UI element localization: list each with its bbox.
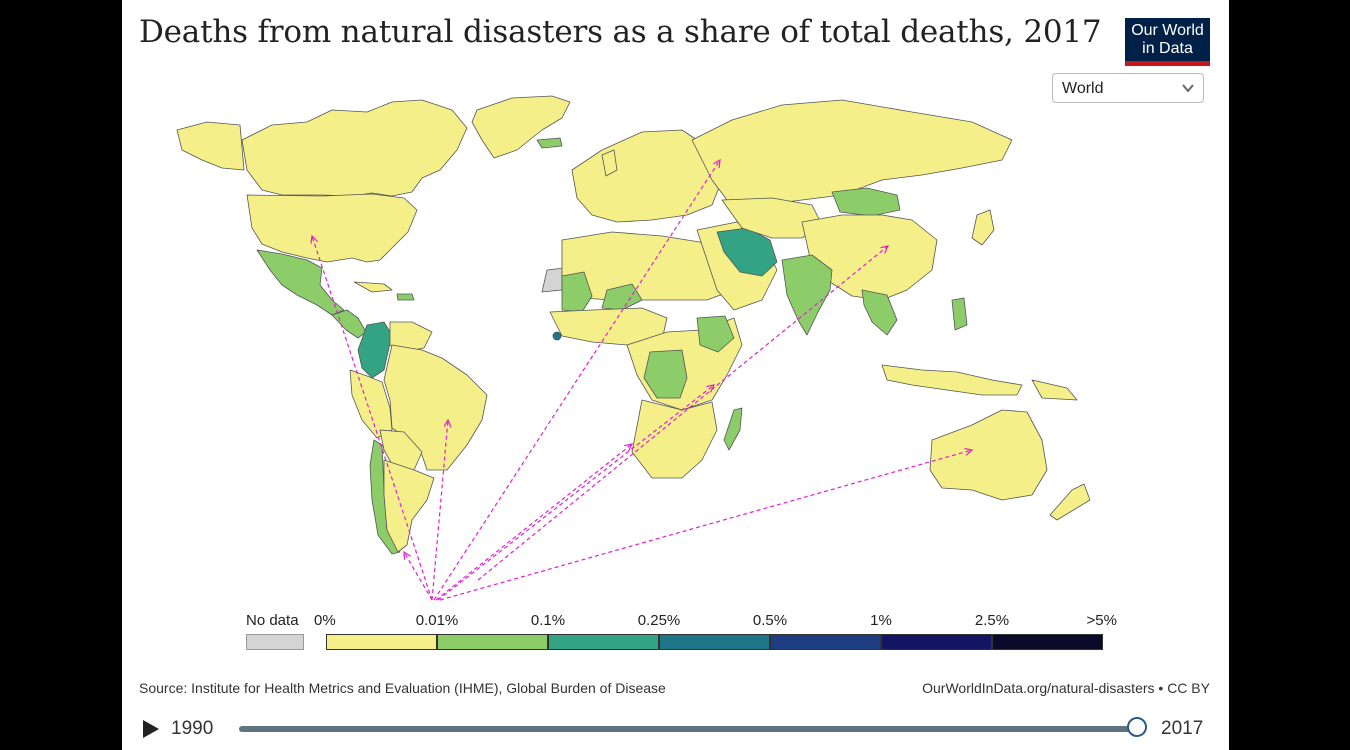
region-papua-new-guinea[interactable] (1032, 380, 1077, 400)
region-usa[interactable] (247, 194, 417, 262)
legend-bin-6[interactable] (992, 634, 1103, 650)
region-indonesia[interactable] (882, 365, 1022, 395)
region-central-america[interactable] (332, 310, 366, 338)
region-greenland[interactable] (472, 96, 570, 158)
legend-bin-5[interactable] (881, 634, 992, 650)
legend-bin-2[interactable] (548, 634, 659, 650)
region-sierra-leone[interactable] (553, 332, 561, 340)
timeline[interactable]: 1990 2017 (122, 712, 1229, 746)
legend-tick-label-7: >5% (1087, 612, 1117, 629)
chart-frame: Deaths from natural disasters as a share… (122, 0, 1229, 750)
region-western-sahara[interactable] (542, 268, 564, 292)
legend-bin-0[interactable] (326, 634, 437, 650)
region-iceland[interactable] (537, 138, 562, 148)
arrow-to-africa (436, 444, 632, 600)
region-hispaniola[interactable] (397, 294, 414, 300)
region-new-zealand[interactable] (1050, 484, 1090, 520)
credit-link[interactable]: OurWorldInData.org/natural-disasters • C… (922, 680, 1210, 696)
region-japan[interactable] (972, 210, 994, 245)
timeline-track[interactable] (239, 726, 1141, 732)
region-argentina[interactable] (384, 460, 434, 552)
region-philippines[interactable] (952, 298, 967, 330)
legend-tick-label-2: 0.1% (531, 612, 565, 629)
region-alaska[interactable] (177, 122, 244, 170)
region-canada[interactable] (242, 100, 467, 196)
play-icon[interactable] (140, 718, 162, 740)
region-india[interactable] (782, 255, 832, 335)
legend-tick-label-1: 0.01% (416, 612, 459, 629)
timeline-start-year: 1990 (171, 718, 213, 740)
legend-tick-label-4: 0.5% (753, 612, 787, 629)
world-map[interactable] (122, 0, 1229, 620)
region-mongolia[interactable] (832, 188, 900, 216)
timeline-end-year: 2017 (1161, 718, 1203, 740)
legend-tick-label-5: 1% (870, 612, 892, 629)
legend-tick-label-3: 0.25% (638, 612, 681, 629)
legend-bin-4[interactable] (770, 634, 881, 650)
region-australia[interactable] (930, 410, 1047, 500)
timeline-handle[interactable] (1127, 717, 1147, 737)
legend-tick-label-6: 2.5% (975, 612, 1009, 629)
legend-tick-label-0: 0% (314, 612, 336, 629)
region-madagascar[interactable] (724, 408, 742, 450)
source-note: Source: Institute for Health Metrics and… (139, 680, 666, 696)
region-russia[interactable] (692, 100, 1012, 205)
legend-no-data-swatch[interactable] (246, 634, 304, 650)
region-southeast-asia[interactable] (862, 290, 897, 335)
legend-bin-3[interactable] (659, 634, 770, 650)
arrow-to-oceania (440, 450, 972, 600)
region-cuba[interactable] (354, 282, 392, 292)
legend-no-data-label: No data (246, 612, 299, 629)
legend-bin-1[interactable] (437, 634, 548, 650)
